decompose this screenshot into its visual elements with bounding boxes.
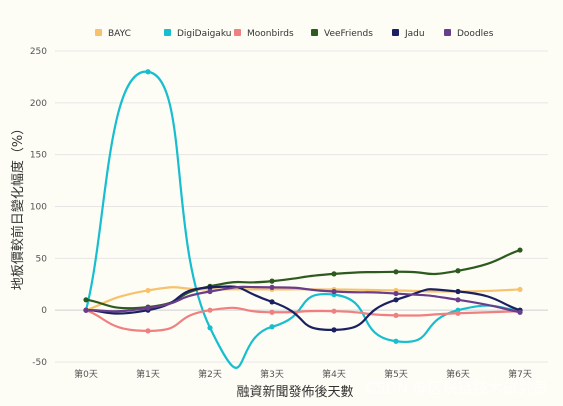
y-tick-label: 100: [30, 203, 47, 213]
legend-swatch-doodles: [444, 29, 451, 36]
series-points: [83, 69, 523, 344]
x-tick-label: 第1天: [136, 368, 160, 380]
y-tick-label: 200: [30, 99, 47, 109]
data-point-digidaigaku: [207, 325, 213, 331]
data-point-moonbirds: [393, 312, 399, 318]
y-tick-label: 50: [36, 254, 48, 264]
data-point-doodles: [269, 284, 275, 290]
data-point-veefriends: [393, 269, 399, 275]
watermark-text: CSDN @区块链技术研究员: [365, 379, 548, 397]
data-point-moonbirds: [269, 309, 275, 315]
legend: BAYC DigiDaigaku Moonbirds VeeFriends Jadu Do…: [95, 29, 494, 39]
data-point-jadu: [455, 288, 461, 295]
legend-label-bayc: BAYC: [108, 29, 131, 39]
data-point-doodles: [145, 305, 151, 311]
data-point-moonbirds: [145, 328, 151, 334]
legend-label-veefriends: VeeFriends: [324, 29, 373, 39]
legend-swatch-veefriends: [311, 29, 318, 36]
y-tick-label: 250: [30, 47, 47, 57]
x-tick-label: 第4天: [322, 368, 346, 380]
x-axis-title: 融資新聞發佈後天數: [236, 384, 353, 400]
x-tick-label: 第2天: [198, 368, 222, 380]
data-point-moonbirds: [455, 310, 461, 316]
data-point-bayc: [517, 286, 523, 293]
y-tick-label: 0: [41, 306, 47, 316]
data-point-digidaigaku: [393, 338, 399, 344]
x-tick-label: 第7天: [508, 368, 532, 380]
y-axis-title: 地板價較前日變化幅度（%）: [10, 122, 26, 290]
data-point-jadu: [393, 297, 399, 303]
data-point-veefriends: [455, 268, 461, 274]
data-point-doodles: [207, 288, 213, 295]
data-point-bayc: [145, 287, 151, 294]
data-point-doodles: [331, 288, 337, 295]
legend-label-doodles: Doodles: [457, 29, 494, 39]
data-point-veefriends: [269, 278, 275, 284]
legend-swatch-bayc: [95, 29, 102, 36]
y-tick-label: -50: [32, 358, 47, 368]
grid-lines: [55, 50, 548, 363]
data-point-jadu: [331, 327, 337, 333]
x-tick-label: 第0天: [74, 368, 98, 380]
data-point-veefriends: [83, 297, 89, 303]
legend-label-moonbirds: Moonbirds: [247, 29, 294, 39]
x-tick-label: 第3天: [260, 368, 284, 380]
series-line-doodles: [84, 285, 522, 314]
x-tick-label: 第5天: [384, 368, 408, 380]
data-point-doodles: [393, 290, 399, 297]
legend-swatch-digidaigaku: [164, 29, 171, 36]
data-point-doodles: [83, 307, 89, 313]
x-axis-ticks: 第0天 第1天 第2天 第3天 第4天 第5天 第6天 第7天: [74, 368, 532, 380]
data-point-moonbirds: [331, 308, 337, 314]
legend-label-jadu: Jadu: [404, 29, 425, 39]
data-point-veefriends: [331, 271, 337, 277]
data-point-moonbirds: [207, 307, 213, 313]
data-point-doodles: [455, 297, 461, 303]
legend-label-digidaigaku: DigiDaigaku: [177, 29, 231, 39]
x-tick-label: 第6天: [446, 368, 470, 380]
legend-swatch-moonbirds: [234, 29, 241, 36]
series-line-digidaigaku: [84, 70, 522, 369]
series-lines: [84, 70, 522, 369]
series-line-moonbirds: [84, 306, 522, 332]
y-axis-ticks: -50 0 50 100 150 200 250: [30, 47, 47, 368]
data-point-veefriends: [517, 247, 523, 253]
data-point-jadu: [269, 299, 275, 305]
data-point-doodles: [517, 309, 523, 315]
data-point-jadu: [207, 284, 213, 290]
y-tick-label: 150: [30, 151, 47, 161]
data-point-digidaigaku: [145, 69, 151, 75]
legend-swatch-jadu: [392, 29, 399, 36]
data-point-digidaigaku: [269, 324, 275, 330]
